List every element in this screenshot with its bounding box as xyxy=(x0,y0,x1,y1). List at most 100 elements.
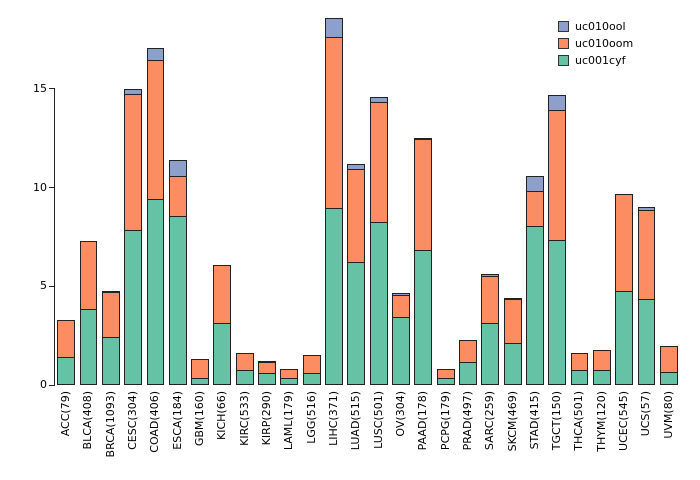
segment-uc001cyf xyxy=(146,199,165,385)
segment-uc010oom xyxy=(592,350,611,372)
x-tick-label: SARC(259) xyxy=(483,391,497,451)
bar-PCPG(179) xyxy=(436,369,455,385)
segment-uc010oom xyxy=(637,211,656,301)
segment-uc010ool xyxy=(146,47,165,62)
segment-uc010oom xyxy=(369,102,388,224)
segment-uc010ool xyxy=(414,138,433,141)
segment-uc010ool xyxy=(548,94,567,111)
segment-uc001cyf xyxy=(570,371,589,385)
segment-uc001cyf xyxy=(57,358,76,385)
bar-PAAD(178) xyxy=(414,138,433,385)
bar-BLCA(408) xyxy=(79,240,98,385)
y-tick-label: 10 xyxy=(33,180,47,194)
x-tick-cell: KIRC(533) xyxy=(234,391,256,475)
x-tick-label: UCS(57) xyxy=(639,391,653,437)
segment-uc010oom xyxy=(548,110,567,241)
segment-uc001cyf xyxy=(347,262,366,385)
segment-uc010ool xyxy=(168,159,187,177)
x-tick-label: THYM(120) xyxy=(594,391,608,452)
legend-item-uc001cyf: uc001cyf xyxy=(558,54,633,67)
segment-uc010oom xyxy=(146,61,165,200)
x-tick-cell: PAAD(178) xyxy=(412,391,434,475)
segment-uc010oom xyxy=(101,293,120,338)
segment-uc010ool xyxy=(325,17,343,38)
x-tick-label: TGCT(150) xyxy=(550,391,564,451)
x-tick-cell: LIHC(371) xyxy=(323,391,345,475)
x-tick-cell: SARC(259) xyxy=(479,391,501,475)
x-tick-label: PRAD(497) xyxy=(460,391,474,451)
segment-uc010oom xyxy=(481,277,500,324)
segment-uc010oom xyxy=(347,169,366,263)
y-tick xyxy=(49,187,55,189)
segment-uc001cyf xyxy=(525,227,544,385)
x-tick-cell: TGCT(150) xyxy=(546,391,568,475)
legend-label: uc010ool xyxy=(575,20,626,33)
segment-uc001cyf xyxy=(302,374,321,385)
segment-uc010ool xyxy=(392,293,410,297)
x-tick-cell: LGG(516) xyxy=(301,391,323,475)
segment-uc010oom xyxy=(392,296,410,318)
x-tick-label: PCPG(179) xyxy=(438,391,452,451)
segment-uc010ool xyxy=(637,207,656,212)
y-tick-label: 0 xyxy=(40,378,47,391)
segment-uc010oom xyxy=(525,191,544,228)
x-tick-cell: ESCA(184) xyxy=(167,391,189,475)
segment-uc001cyf xyxy=(280,379,299,385)
segment-uc001cyf xyxy=(637,300,656,385)
segment-uc010ool xyxy=(525,175,544,192)
x-tick-cell: COAD(406) xyxy=(144,391,166,475)
segment-uc010oom xyxy=(459,339,477,364)
legend-label: uc001cyf xyxy=(575,54,626,67)
bar-LUAD(515) xyxy=(347,163,366,385)
segment-uc010oom xyxy=(414,140,433,251)
bar-UCEC(545) xyxy=(615,193,634,385)
x-tick-label: SKCM(469) xyxy=(505,391,519,452)
x-tick-cell: BRCA(1093) xyxy=(100,391,122,475)
bar-LIHC(371) xyxy=(325,17,343,385)
x-tick-cell: LUSC(501) xyxy=(368,391,390,475)
x-tick-cell: OV(304) xyxy=(390,391,412,475)
bar-KICH(66) xyxy=(213,264,232,385)
segment-uc001cyf xyxy=(213,323,232,385)
segment-uc010oom xyxy=(191,359,210,380)
y-tick xyxy=(49,285,55,287)
segment-uc001cyf xyxy=(659,373,678,385)
bar-THYM(120) xyxy=(592,350,611,385)
segment-uc001cyf xyxy=(503,343,522,385)
bar-PRAD(497) xyxy=(459,339,477,385)
bar-SARC(259) xyxy=(481,274,500,385)
segment-uc010ool xyxy=(369,96,388,103)
segment-uc001cyf xyxy=(459,363,477,385)
bar-LGG(516) xyxy=(302,355,321,385)
segment-uc010oom xyxy=(79,240,98,310)
bar-LAML(179) xyxy=(280,369,299,385)
y-axis-line xyxy=(54,88,55,385)
x-tick-cell: UVM(80) xyxy=(658,391,680,475)
segment-uc010oom xyxy=(124,94,143,232)
x-tick-label: GBM(160) xyxy=(193,391,207,447)
segment-uc010oom xyxy=(325,37,343,210)
bar-CESC(304) xyxy=(124,89,143,385)
bar-BRCA(1093) xyxy=(101,291,120,385)
x-tick-label: STAD(415) xyxy=(527,391,541,450)
x-tick-label: PAAD(178) xyxy=(416,391,430,451)
x-tick-cell: CESC(304) xyxy=(122,391,144,475)
x-tick-cell: LAML(179) xyxy=(278,391,300,475)
x-tick-label: COAD(406) xyxy=(148,391,162,453)
x-tick-cell: KIRP(290) xyxy=(256,391,278,475)
x-tick-cell: KICH(66) xyxy=(211,391,233,475)
x-tick-label: UCEC(545) xyxy=(617,391,631,451)
legend-item-uc010ool: uc010ool xyxy=(558,20,633,33)
bar-OV(304) xyxy=(392,293,410,385)
x-tick-cell: PCPG(179) xyxy=(434,391,456,475)
bar-TGCT(150) xyxy=(548,94,567,385)
segment-uc010oom xyxy=(659,345,678,374)
segment-uc001cyf xyxy=(548,240,567,385)
bar-UCS(57) xyxy=(637,207,656,385)
x-tick-cell: BLCA(408) xyxy=(77,391,99,475)
legend-swatch xyxy=(558,21,569,32)
legend-item-uc010oom: uc010oom xyxy=(558,37,633,50)
x-tick-label: UVM(80) xyxy=(661,391,675,439)
segment-uc010ool xyxy=(481,274,500,278)
